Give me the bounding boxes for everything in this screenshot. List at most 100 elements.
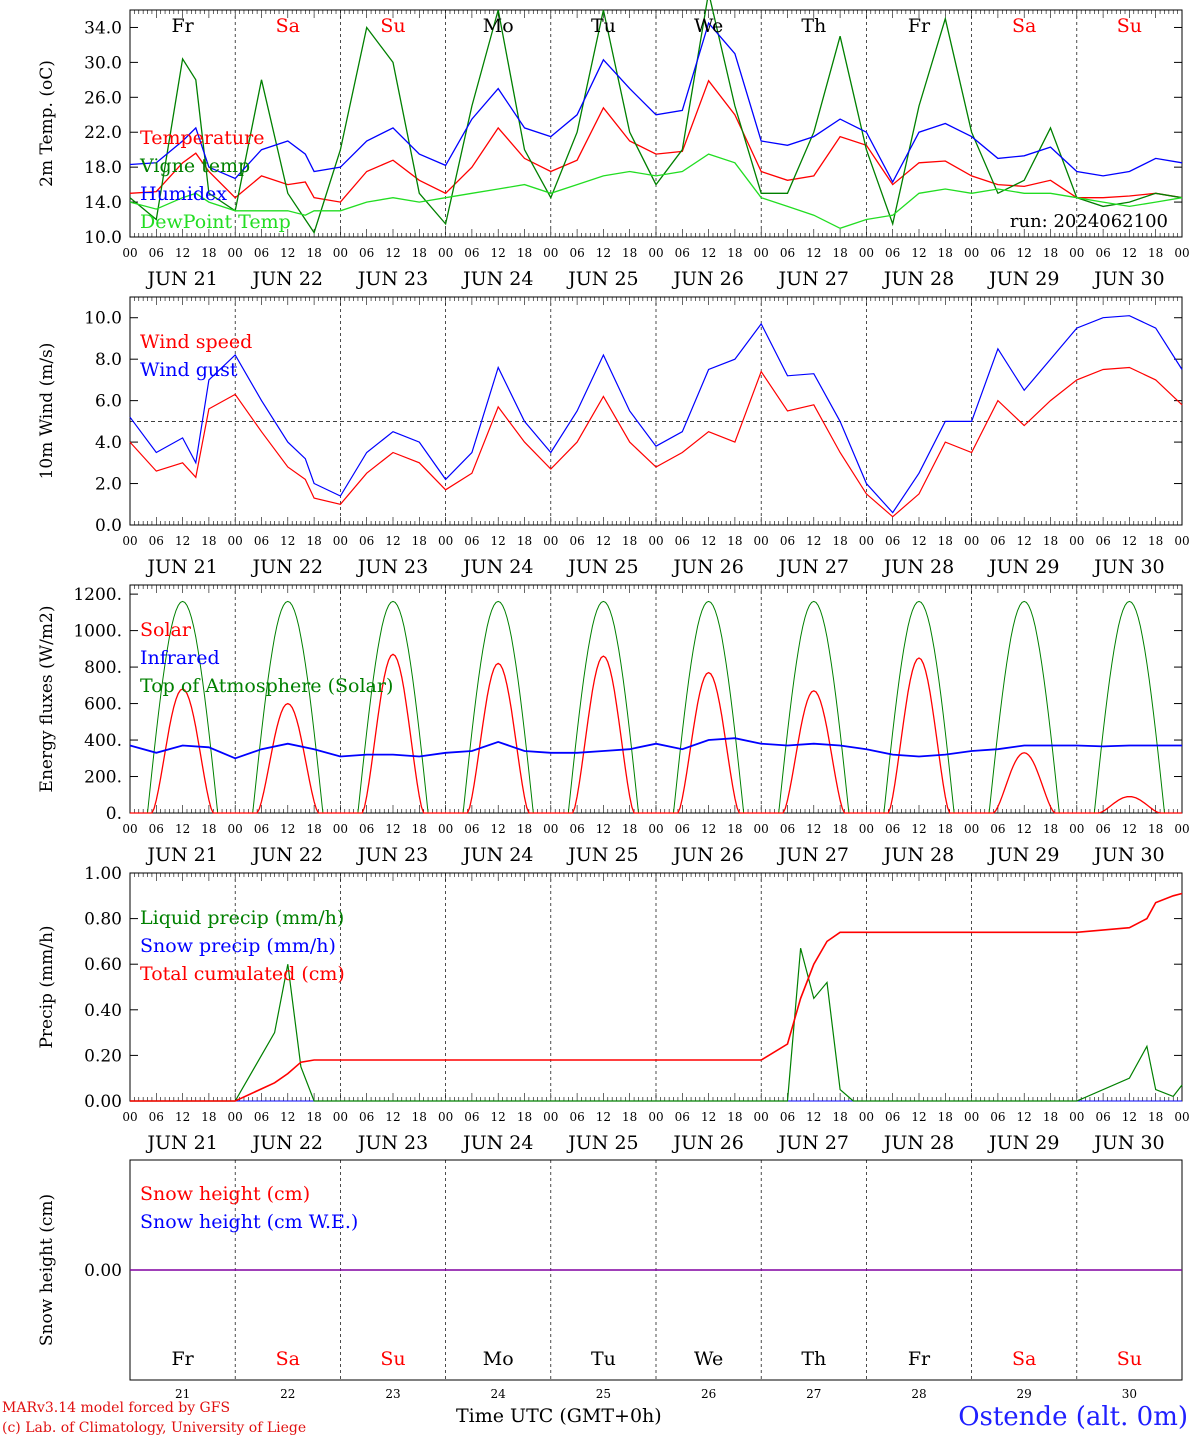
hour-tick-label: 06 (780, 822, 795, 836)
date-label: JUN 24 (461, 556, 533, 578)
weekday-label: Tu (591, 15, 616, 37)
hour-tick-label: 12 (175, 246, 190, 260)
series-solar (130, 653, 1182, 814)
weekday-label: Sa (276, 1348, 300, 1370)
date-label: JUN 25 (566, 268, 638, 290)
hour-tick-label: 00 (859, 534, 874, 548)
hour-tick-label: 18 (727, 534, 742, 548)
hour-tick-label: 12 (911, 1110, 926, 1124)
hour-tick-label: 12 (701, 246, 716, 260)
date-label: JUN 23 (356, 844, 428, 866)
hour-tick-label: 00 (859, 822, 874, 836)
hour-tick-label: 06 (359, 822, 374, 836)
legend-entry: Liquid precip (mm/h) (140, 907, 344, 929)
y-tick-label: 0.0 (95, 516, 122, 536)
hour-tick-label: 06 (464, 1110, 479, 1124)
date-label: JUN 22 (251, 268, 323, 290)
legend-entry: Top of Atmosphere (Solar) (140, 675, 393, 697)
hour-tick-label: 18 (201, 1110, 216, 1124)
hour-tick-label: 12 (1017, 1110, 1032, 1124)
hour-tick-label: 12 (701, 822, 716, 836)
date-label: JUN 22 (251, 1132, 323, 1154)
hour-tick-label: 18 (1148, 1110, 1163, 1124)
hour-tick-label: 00 (122, 1110, 137, 1124)
hour-tick-label: 12 (596, 246, 611, 260)
model-credit: MARv3.14 model forced by GFS (2, 1400, 231, 1416)
series-total-cumulated (130, 892, 1183, 1102)
day-number-label: 21 (175, 1387, 190, 1401)
hour-tick-label: 06 (464, 822, 479, 836)
date-label: JUN 24 (461, 844, 533, 866)
hour-tick-label: 18 (1043, 1110, 1058, 1124)
date-label: JUN 22 (251, 556, 323, 578)
day-number-label: 27 (806, 1387, 821, 1401)
weekday-label: Fr (171, 15, 194, 37)
legend-entry: Solar (140, 619, 192, 641)
hour-tick-label: 18 (412, 534, 427, 548)
hour-tick-label: 00 (1174, 1110, 1189, 1124)
hour-tick-label: 18 (412, 822, 427, 836)
hour-tick-label: 18 (517, 1110, 532, 1124)
date-label: JUN 29 (987, 556, 1059, 578)
weekday-label: Sa (276, 15, 300, 37)
day-number-label: 23 (385, 1387, 400, 1401)
hour-tick-label: 06 (885, 1110, 900, 1124)
hour-tick-label: 06 (464, 534, 479, 548)
hour-tick-label: 00 (228, 1110, 243, 1124)
date-label: JUN 23 (356, 268, 428, 290)
date-label: JUN 27 (777, 1132, 849, 1154)
date-label: JUN 28 (882, 1132, 954, 1154)
date-label: JUN 25 (566, 844, 638, 866)
hour-tick-label: 12 (280, 822, 295, 836)
y-tick-label: 0. (106, 804, 122, 824)
y-tick-label: 1000. (73, 622, 122, 642)
hour-tick-label: 18 (832, 1110, 847, 1124)
hour-tick-label: 00 (648, 822, 663, 836)
hour-tick-label: 06 (885, 246, 900, 260)
hour-tick-label: 18 (412, 1110, 427, 1124)
hour-tick-label: 12 (491, 246, 506, 260)
series-vigne-temp (129, 0, 1183, 235)
legend-entry: Vigne temp (139, 155, 250, 177)
hour-tick-label: 06 (254, 1110, 269, 1124)
hour-tick-label: 06 (149, 246, 164, 260)
legend-entry: DewPoint Temp (140, 211, 291, 233)
hour-tick-label: 00 (859, 246, 874, 260)
hour-tick-label: 18 (832, 246, 847, 260)
hour-tick-label: 00 (122, 534, 137, 548)
legend-entry: Temperature (140, 127, 264, 149)
hour-tick-label: 12 (385, 1110, 400, 1124)
hour-tick-label: 06 (359, 534, 374, 548)
hour-tick-label: 18 (306, 822, 321, 836)
y-axis-label: 2m Temp. (oC) (37, 60, 57, 187)
hour-tick-label: 18 (727, 246, 742, 260)
date-label: JUN 29 (987, 1132, 1059, 1154)
weekday-label: We (694, 15, 723, 37)
hour-tick-label: 06 (254, 246, 269, 260)
hour-tick-label: 00 (543, 822, 558, 836)
hour-tick-label: 12 (806, 1110, 821, 1124)
hour-tick-label: 12 (701, 1110, 716, 1124)
y-axis-label: Energy fluxes (W/m2) (37, 606, 57, 793)
hour-tick-label: 00 (333, 1110, 348, 1124)
y-tick-label: 18.0 (84, 158, 122, 178)
hour-tick-label: 00 (1069, 1110, 1084, 1124)
series-infrared (129, 737, 1182, 760)
hour-tick-label: 18 (1043, 534, 1058, 548)
hour-tick-label: 00 (333, 534, 348, 548)
hour-tick-label: 06 (1095, 534, 1110, 548)
series-temperature (129, 79, 1183, 203)
day-number-label: 30 (1122, 1387, 1137, 1401)
day-number-label: 26 (701, 1387, 716, 1401)
legend-entry: Humidex (140, 183, 227, 205)
legend-entry: Snow height (cm) (140, 1183, 310, 1205)
hour-tick-label: 18 (201, 534, 216, 548)
weekday-label: Mo (483, 15, 514, 37)
hour-tick-label: 18 (622, 246, 637, 260)
hour-tick-label: 12 (1122, 246, 1137, 260)
date-label: JUN 26 (671, 844, 743, 866)
day-number-label: 28 (911, 1387, 926, 1401)
y-tick-label: 30.0 (84, 53, 122, 73)
y-axis-label: 10m Wind (m/s) (37, 343, 57, 480)
hour-tick-label: 18 (306, 246, 321, 260)
